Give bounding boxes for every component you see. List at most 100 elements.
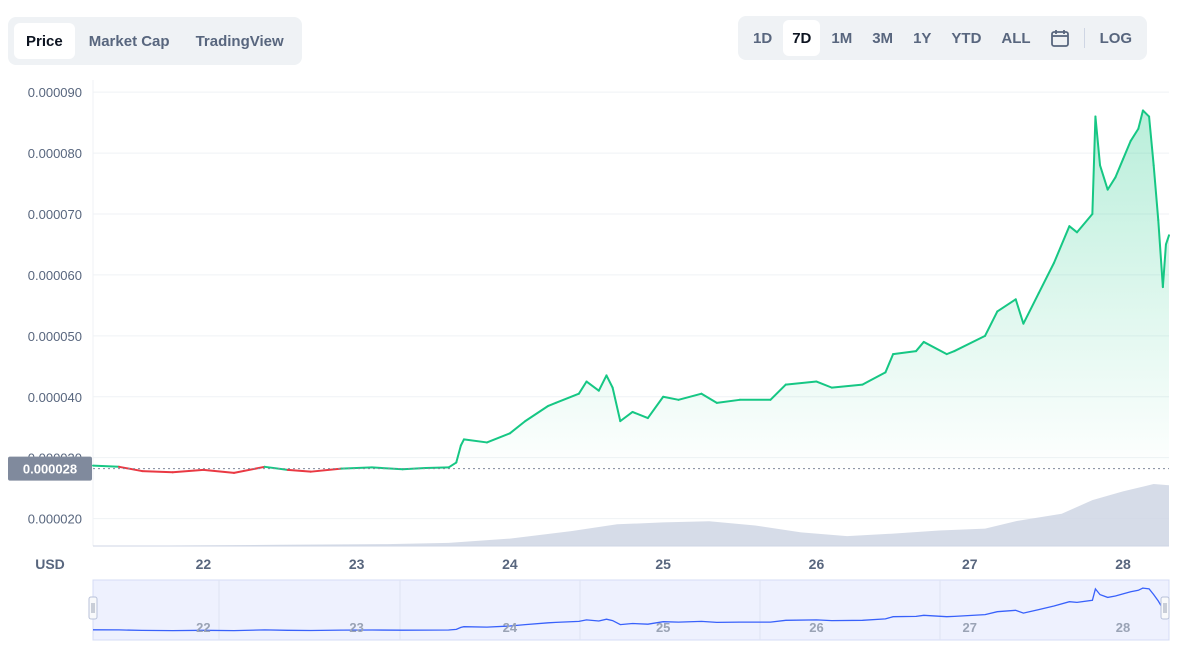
range-navigator[interactable]: 22 23 24 25 26 27 28 [88, 579, 1170, 641]
price-line-segment [424, 466, 450, 470]
price-line-segment [1076, 213, 1094, 234]
price-line-segment [646, 395, 665, 420]
navigator-background [92, 579, 1170, 641]
price-line-segment [554, 392, 580, 404]
price-line-segment [455, 444, 462, 464]
price-area-fill [93, 110, 1169, 473]
price-line-segment [1137, 109, 1144, 130]
price-line-segment [1114, 158, 1125, 179]
price-line-segment [1148, 115, 1155, 167]
x-tick-label: 22 [196, 556, 212, 572]
price-line-segment [884, 353, 895, 374]
range-3m[interactable]: 3M [872, 29, 894, 47]
navigator-handle-left[interactable] [88, 596, 98, 620]
price-line-segment [1161, 243, 1167, 289]
price-line-segment [1106, 176, 1117, 191]
price-line-segment [1152, 164, 1160, 222]
price-line-segment [1053, 225, 1071, 264]
divider [1083, 28, 1085, 48]
price-line-segment [309, 467, 343, 473]
price-line-segment [611, 386, 622, 423]
navigator-tick-label: 25 [656, 620, 670, 635]
axes: 0.0000200.0000300.0000400.0000500.000060… [8, 85, 1169, 572]
price-line-segment [1014, 298, 1025, 325]
y-tick-label: 0.000080 [28, 146, 82, 161]
price-line-segment [370, 466, 404, 471]
navigator-tick-label: 26 [809, 620, 823, 635]
navigator-tick-label: 22 [196, 620, 210, 635]
price-line-segment [861, 371, 887, 386]
price-line-segment [233, 465, 266, 474]
price-line-segment [1091, 115, 1097, 216]
price-line-segment [577, 380, 588, 395]
price-line-segment [619, 410, 634, 423]
price-line-segment [953, 334, 987, 353]
currency-label: USD [35, 556, 65, 572]
price-marker-bg [8, 456, 92, 481]
price-line-group [92, 109, 1170, 474]
price-marker-label: 0.000028 [23, 462, 77, 477]
price-line-segment [508, 420, 527, 435]
tab-tradingview[interactable]: TradingView [195, 32, 284, 50]
navigator-line [92, 587, 1170, 632]
price-line-segment [1094, 115, 1102, 167]
price-line-segment [815, 380, 833, 389]
tab-market-cap[interactable]: Market Cap [88, 32, 170, 50]
y-tick-label: 0.000050 [28, 329, 82, 344]
price-line-segment [996, 298, 1017, 313]
price-line-segment [92, 464, 121, 468]
price-line-segment [202, 468, 236, 474]
range-ytd[interactable]: YTD [951, 29, 982, 47]
price-line-segment [945, 350, 956, 356]
log-toggle[interactable]: LOG [1099, 29, 1133, 47]
price-line-segment [459, 438, 465, 447]
navigator-handle-right[interactable] [1160, 596, 1170, 620]
price-line-segment [1129, 127, 1140, 142]
price-line-segment [340, 466, 373, 470]
price-line-segment [447, 461, 458, 469]
navigator-tick-label: 24 [503, 620, 518, 635]
x-tick-label: 25 [655, 556, 671, 572]
range-1d[interactable]: 1D [753, 29, 773, 47]
price-line-segment [892, 350, 918, 356]
price-line-segment [1122, 139, 1132, 161]
price-line-segment [286, 468, 312, 473]
price-line-segment [700, 392, 718, 404]
price-line-segment [585, 380, 600, 392]
range-1y[interactable]: 1Y [913, 29, 932, 47]
y-tick-label: 0.000040 [28, 390, 82, 405]
price-line-segment [631, 410, 649, 420]
x-tick-label: 26 [809, 556, 825, 572]
price-line-segment [677, 392, 703, 401]
calendar-icon[interactable] [1042, 20, 1078, 56]
price-line-segment [141, 470, 174, 474]
price-line-segment [769, 383, 787, 401]
x-tick-label: 24 [502, 556, 518, 572]
price-line-segment [1068, 225, 1079, 234]
price-line-segment [1099, 164, 1109, 191]
price-line-segment [784, 380, 818, 386]
y-tick-label: 0.000070 [28, 207, 82, 222]
price-line-segment [1022, 292, 1040, 325]
tab-price[interactable]: Price [14, 23, 75, 59]
x-tick-label: 23 [349, 556, 365, 572]
y-tick-label: 0.000060 [28, 268, 82, 283]
price-line-segment [662, 395, 680, 401]
y-tick-label: 0.000090 [28, 85, 82, 100]
range-7d[interactable]: 7D [783, 20, 821, 56]
x-tick-label: 28 [1115, 556, 1131, 572]
price-line-segment [1164, 234, 1170, 246]
price-line-segment [830, 383, 864, 389]
price-area [93, 110, 1169, 473]
price-line-segment [118, 465, 144, 473]
range-all[interactable]: ALL [1001, 29, 1031, 47]
price-line-segment [984, 310, 999, 337]
price-line-segment [263, 465, 289, 471]
price-line-segment [915, 340, 925, 353]
price-line-segment [485, 432, 511, 444]
range-1m[interactable]: 1M [831, 29, 853, 47]
navigator-tick-label: 27 [963, 620, 977, 635]
volume-bars [93, 484, 1169, 546]
price-line-segment [715, 398, 741, 404]
